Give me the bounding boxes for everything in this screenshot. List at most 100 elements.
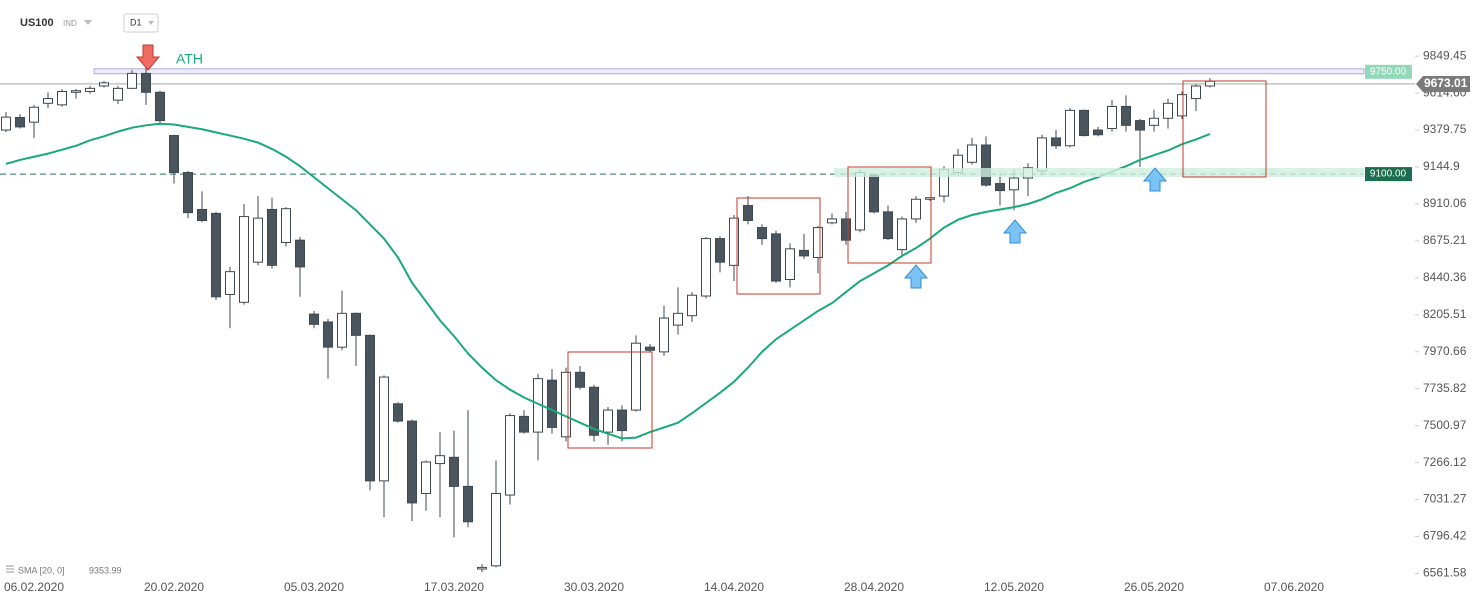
candle-body — [911, 198, 921, 220]
up-arrow — [1002, 219, 1028, 244]
candle-body — [351, 312, 361, 336]
candle-body — [673, 312, 683, 326]
y-tick-label: 7500.97 — [1423, 418, 1467, 432]
candle-body — [981, 144, 991, 186]
y-tick-label: 7266.12 — [1423, 455, 1467, 469]
dropdown-icon[interactable] — [84, 20, 92, 25]
level-label-box — [1365, 64, 1412, 79]
interval-box[interactable] — [123, 13, 159, 33]
candle-body — [1065, 109, 1075, 147]
candle-body — [463, 485, 473, 523]
candle-body — [57, 90, 67, 106]
x-tick-label: 30.03.2020 — [564, 580, 624, 594]
y-tick-label: 7970.66 — [1423, 344, 1467, 358]
candle-body — [855, 172, 865, 231]
candle-body — [407, 420, 417, 504]
candle-body — [701, 238, 711, 297]
x-tick-label: 14.04.2020 — [704, 580, 764, 594]
level-label: 9750.00 — [1370, 66, 1407, 77]
candle-body — [323, 321, 333, 348]
candle-body — [85, 87, 95, 92]
candle-body — [1149, 117, 1159, 126]
last-price-label: 9673.01 — [1424, 76, 1468, 90]
candle-body — [155, 91, 165, 122]
candle-body — [477, 566, 487, 570]
candle-body — [757, 227, 767, 240]
plot: 6561.58 6796.42 7031.27 7266.12 7500.97 7735.… — [0, 48, 1470, 594]
interval[interactable]: D1 — [130, 17, 142, 27]
candle-body — [71, 90, 81, 93]
x-tick-label: 28.04.2020 — [844, 580, 904, 594]
candle-body — [967, 144, 977, 163]
candle-body — [43, 98, 53, 104]
candle-body — [113, 87, 123, 101]
up-arrow — [1142, 167, 1168, 192]
indicator-name: SMA [20, 0] — [18, 565, 65, 575]
indicator-value: 9353.99 — [89, 565, 122, 575]
candle-body — [799, 249, 809, 257]
candle-body — [379, 376, 389, 482]
candle-body — [631, 342, 641, 411]
candle-body — [771, 233, 781, 282]
candle-body — [995, 183, 1005, 192]
candle-body — [1205, 80, 1215, 87]
candle-body — [729, 217, 739, 266]
dropdown-icon[interactable] — [148, 21, 154, 25]
candle-body — [743, 205, 753, 222]
candle-body — [1163, 102, 1173, 119]
down-arrow — [135, 44, 161, 71]
y-tick-label: 7735.82 — [1423, 381, 1467, 395]
candle-body — [211, 212, 221, 298]
candle-body — [1121, 105, 1131, 126]
candle-body — [1177, 94, 1187, 117]
candle-body — [169, 135, 179, 174]
y-tick-label: 9144.9 — [1423, 159, 1460, 173]
x-tick-label: 26.05.2020 — [1124, 580, 1184, 594]
level-label-box — [1365, 167, 1412, 182]
candle-body — [1037, 137, 1047, 172]
x-tick-label: 12.05.2020 — [984, 580, 1044, 594]
candle-body — [309, 313, 319, 325]
candle-body — [225, 271, 235, 295]
y-tick-label: 8675.21 — [1423, 233, 1467, 247]
candle-body — [925, 197, 935, 200]
candle-body — [897, 218, 907, 251]
candle-body — [253, 217, 263, 263]
symbol[interactable]: US100 — [20, 17, 54, 29]
candle-body — [141, 72, 151, 93]
up-arrow — [903, 264, 929, 289]
highlight-box — [1182, 80, 1267, 178]
candle-body — [337, 312, 347, 348]
candle-body — [869, 174, 879, 213]
y-tick-label: 7031.27 — [1423, 492, 1467, 506]
x-tick-label: 17.03.2020 — [424, 580, 484, 594]
candle-body — [1191, 85, 1201, 100]
candle-body — [617, 409, 627, 432]
candle-body — [281, 208, 291, 244]
candle-body — [547, 379, 557, 428]
candle-body — [421, 461, 431, 494]
highlight-box — [736, 197, 821, 295]
level-label: 9100.00 — [1370, 169, 1407, 180]
candle-body — [827, 218, 837, 224]
candle-body — [393, 403, 403, 422]
y-tick-label: 6796.42 — [1423, 529, 1467, 543]
candle-body — [813, 227, 823, 258]
y-tick-label: 8440.36 — [1423, 270, 1467, 284]
candle-body — [1079, 109, 1089, 137]
sma-line — [5, 122, 1211, 440]
candle-body — [589, 386, 599, 436]
candle-body — [715, 238, 725, 263]
y-tick-label: 9849.45 — [1423, 48, 1467, 62]
candle-body — [29, 106, 39, 123]
indicator-icon[interactable] — [6, 565, 14, 573]
candle-body — [1093, 129, 1103, 136]
highlight-box — [847, 166, 932, 264]
level-band — [93, 68, 1365, 75]
candle-body — [1107, 105, 1117, 129]
candle-body — [365, 334, 375, 482]
market: IND — [63, 19, 77, 28]
candle-body — [449, 456, 459, 487]
